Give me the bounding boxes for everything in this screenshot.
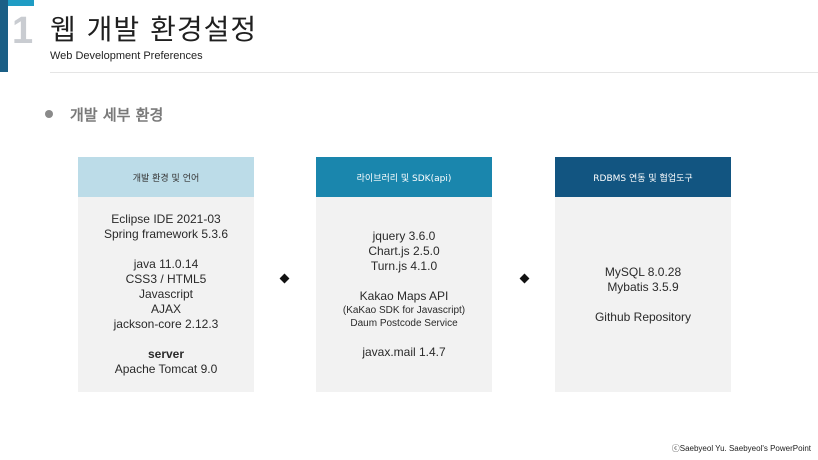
card-line: CSS3 / HTML5 bbox=[125, 272, 207, 286]
diamond-connector-icon bbox=[519, 273, 530, 284]
card-line: Turn.js 4.1.0 bbox=[370, 259, 438, 273]
card-line: Chart.js 2.5.0 bbox=[368, 244, 440, 258]
card-line: Daum Postcode Service bbox=[350, 318, 458, 329]
card-line: jquery 3.6.0 bbox=[372, 229, 436, 243]
card-header: RDBMS 연동 및 협업도구 bbox=[555, 157, 731, 197]
card-line: Eclipse IDE 2021-03 bbox=[111, 212, 221, 226]
card-line: MySQL 8.0.28 bbox=[604, 264, 682, 279]
card-line: Javascript bbox=[138, 287, 194, 301]
card-libraries-sdk: 라이브러리 및 SDK(api) jquery 3.6.0 Chart.js 2… bbox=[316, 157, 492, 392]
header-divider bbox=[50, 72, 818, 73]
card-dev-environment: 개발 환경 및 언어 Eclipse IDE 2021-03 Spring fr… bbox=[78, 157, 254, 392]
card-line: Spring framework 5.3.6 bbox=[103, 227, 229, 241]
card-line: Mybatis 3.5.9 bbox=[607, 279, 679, 294]
card-line: (KaKao SDK for Javascript) bbox=[342, 305, 466, 316]
card-line: AJAX bbox=[150, 302, 181, 316]
card-line: javax.mail 1.4.7 bbox=[362, 345, 446, 359]
diamond-connector-icon bbox=[279, 273, 290, 284]
card-line: jackson-core 2.12.3 bbox=[113, 317, 219, 331]
slide-subtitle: Web Development Preferences bbox=[50, 50, 203, 62]
accent-bar-top bbox=[0, 0, 34, 6]
slide-number: 1 bbox=[12, 10, 34, 52]
card-line-server-heading: server bbox=[147, 347, 185, 361]
card-header: 개발 환경 및 언어 bbox=[78, 157, 254, 197]
copyright-notice: ⓒSaebyeol Yu. Saebyeol's PowerPoint bbox=[671, 444, 811, 453]
card-header: 라이브러리 및 SDK(api) bbox=[316, 157, 492, 197]
section-heading: 개발 세부 환경 bbox=[70, 106, 164, 124]
accent-bar-left bbox=[0, 0, 8, 72]
card-line: Kakao Maps API bbox=[359, 289, 449, 303]
card-body: MySQL 8.0.28 Mybatis 3.5.9 Github Reposi… bbox=[555, 197, 731, 392]
card-line: Apache Tomcat 9.0 bbox=[114, 362, 218, 376]
bullet-icon bbox=[45, 110, 53, 118]
card-rdbms-collaboration: RDBMS 연동 및 협업도구 MySQL 8.0.28 Mybatis 3.5… bbox=[555, 157, 731, 392]
card-line: java 11.0.14 bbox=[133, 257, 199, 271]
slide-title: 웹 개발 환경설정 bbox=[50, 13, 258, 46]
card-line: Github Repository bbox=[594, 309, 692, 324]
card-body: Eclipse IDE 2021-03 Spring framework 5.3… bbox=[78, 197, 254, 392]
card-body: jquery 3.6.0 Chart.js 2.5.0 Turn.js 4.1.… bbox=[316, 197, 492, 392]
